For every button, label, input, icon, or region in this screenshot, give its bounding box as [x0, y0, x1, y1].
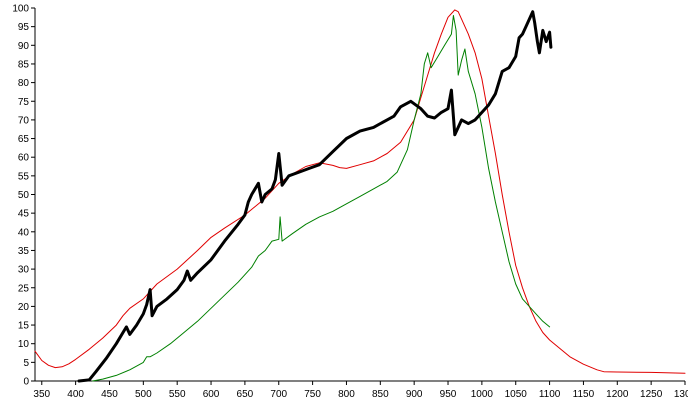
x-tick-label: 1300 — [674, 389, 688, 400]
y-tick-label: 65 — [18, 134, 30, 145]
y-tick-label: 40 — [18, 227, 30, 238]
x-tick-label: 1200 — [606, 389, 629, 400]
x-tick-label: 800 — [338, 389, 355, 400]
x-tick-label: 350 — [33, 389, 50, 400]
x-tick-label: 1150 — [573, 389, 595, 400]
series-line-1 — [34, 9, 686, 374]
x-tick-label: 900 — [406, 389, 423, 400]
x-tick-label: 500 — [135, 389, 152, 400]
y-tick-label: 80 — [18, 78, 30, 89]
y-tick-label: 30 — [18, 265, 30, 276]
plot-series — [34, 9, 686, 383]
y-tick-label: 20 — [18, 302, 30, 313]
y-tick-label: 90 — [18, 41, 30, 52]
y-tick-label: 0 — [23, 377, 29, 388]
x-tick-label: 550 — [169, 389, 186, 400]
y-tick-label: 45 — [18, 209, 30, 220]
x-tick-label: 1000 — [471, 389, 494, 400]
x-tick-label: 750 — [304, 389, 321, 400]
y-tick-label: 50 — [18, 190, 30, 201]
y-tick-label: 95 — [18, 22, 30, 33]
y-tick-label: 70 — [18, 115, 30, 126]
x-tick-label: 1100 — [539, 389, 561, 400]
y-tick-label: 100 — [12, 4, 29, 15]
y-tick-label: 35 — [18, 246, 30, 257]
x-tick-label: 600 — [203, 389, 220, 400]
y-tick-label: 60 — [18, 153, 30, 164]
x-tick-label: 1250 — [640, 389, 663, 400]
y-tick-label: 25 — [18, 283, 30, 294]
x-tick-label: 400 — [67, 389, 84, 400]
y-tick-label: 10 — [18, 339, 30, 350]
y-tick-label: 75 — [18, 97, 30, 108]
x-tick-label: 700 — [270, 389, 287, 400]
x-tick-label: 950 — [440, 389, 457, 400]
x-tick-label: 450 — [101, 389, 118, 400]
y-tick-label: 5 — [23, 358, 29, 369]
series-line-3 — [77, 10, 553, 383]
y-tick-label: 55 — [18, 171, 30, 182]
y-tick-label: 15 — [18, 321, 30, 332]
y-axis: 0 5 10 15 20 25 30 35 40 45 50 55 60 65 70 75 80 85 90 95 10… — [12, 4, 36, 388]
x-tick-label: 650 — [237, 389, 254, 400]
x-tick-label: 850 — [372, 389, 389, 400]
x-axis: 350 400 450 500 550 600 650 700 750 800 850 900 950 1… — [33, 380, 688, 400]
x-tick-label: 1050 — [505, 389, 528, 400]
y-tick-label: 85 — [18, 59, 30, 70]
series-line-2 — [92, 15, 551, 382]
